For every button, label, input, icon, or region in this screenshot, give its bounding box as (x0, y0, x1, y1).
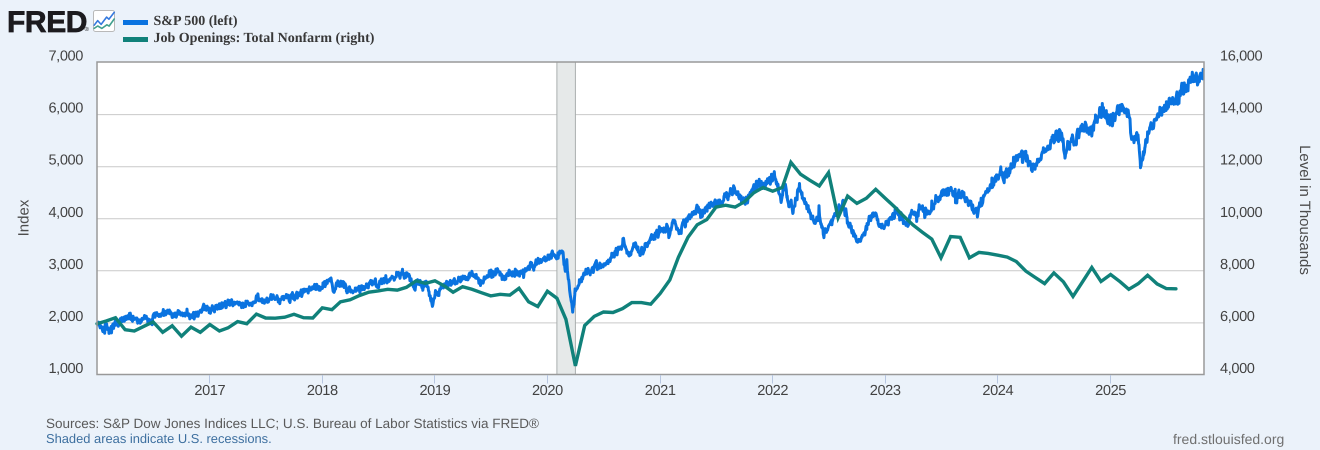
svg-text:10,000: 10,000 (1220, 205, 1263, 221)
svg-text:2017: 2017 (194, 383, 225, 399)
svg-text:4,000: 4,000 (1220, 361, 1255, 377)
svg-text:2025: 2025 (1095, 383, 1126, 399)
svg-text:12,000: 12,000 (1220, 153, 1263, 169)
svg-text:2,000: 2,000 (48, 309, 83, 325)
svg-text:14,000: 14,000 (1220, 101, 1263, 117)
svg-text:3,000: 3,000 (48, 257, 83, 273)
svg-text:4,000: 4,000 (48, 205, 83, 221)
svg-text:2018: 2018 (307, 383, 338, 399)
svg-text:2024: 2024 (982, 383, 1013, 399)
svg-text:2019: 2019 (419, 383, 450, 399)
svg-text:Index: Index (16, 199, 33, 236)
svg-text:7,000: 7,000 (48, 49, 83, 65)
svg-text:2021: 2021 (645, 383, 676, 399)
svg-text:6,000: 6,000 (48, 101, 83, 117)
svg-text:6,000: 6,000 (1220, 309, 1255, 325)
svg-text:16,000: 16,000 (1220, 49, 1263, 65)
svg-text:1,000: 1,000 (48, 361, 83, 377)
svg-text:2023: 2023 (870, 383, 901, 399)
svg-text:2020: 2020 (532, 383, 563, 399)
svg-text:Level in Thousands: Level in Thousands (1296, 145, 1313, 275)
svg-text:8,000: 8,000 (1220, 257, 1255, 273)
svg-text:5,000: 5,000 (48, 153, 83, 169)
svg-text:2022: 2022 (757, 383, 788, 399)
